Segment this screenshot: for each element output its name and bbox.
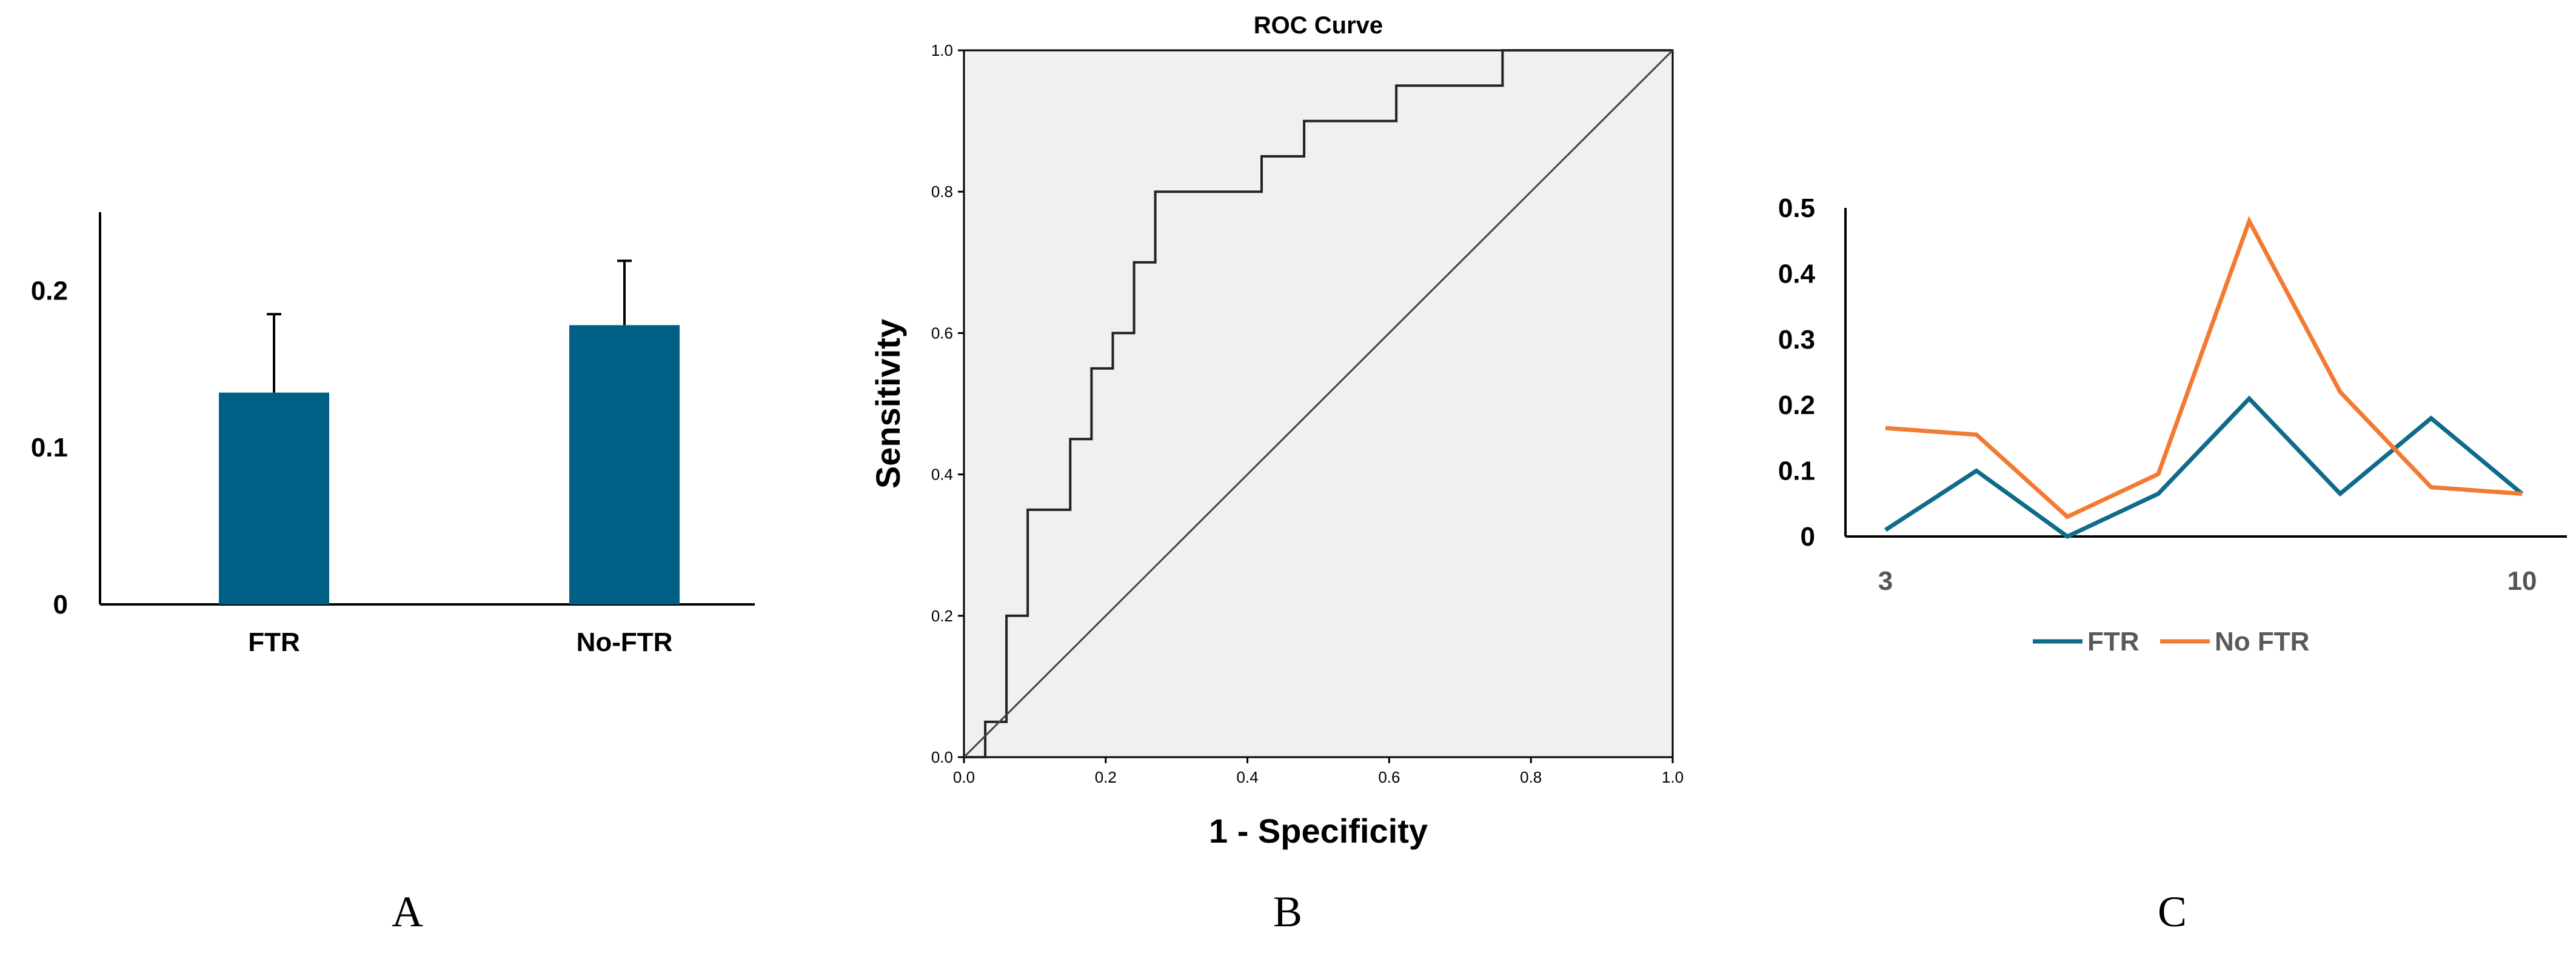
y-tick-label: 0.5 bbox=[1778, 193, 1815, 223]
panel-b-letter: B bbox=[1273, 887, 1302, 936]
roc-curve bbox=[964, 49, 1673, 758]
series-line-0 bbox=[1884, 395, 2524, 540]
y-tick-label: 0.2 bbox=[931, 607, 953, 625]
y-tick-label: 0.6 bbox=[931, 324, 953, 342]
series-line-1 bbox=[1885, 216, 2523, 520]
y-tick-label: 0 bbox=[1801, 522, 1815, 552]
x-tick-label: 0.6 bbox=[1378, 768, 1400, 786]
panel-c-line-chart: 0 0.1 0.2 0.3 0.4 0.5 3 10 FTR No FTR bbox=[1778, 193, 2567, 657]
y-tick-label: 1.0 bbox=[931, 41, 953, 59]
x-axis-label: 1 - Specificity bbox=[1209, 812, 1428, 850]
x-tick-label: FTR bbox=[248, 627, 300, 657]
y-tick-label: 0.1 bbox=[1778, 456, 1815, 486]
y-tick-label: 0.2 bbox=[1778, 390, 1815, 420]
panel-b-roc-chart: 0.0 0.2 0.4 0.6 0.8 1.0 0.0 0.2 0.4 0.6 0.8 1.0 ROC … bbox=[869, 12, 1684, 850]
y-tick-label: 0.0 bbox=[931, 748, 953, 766]
bar bbox=[219, 392, 329, 604]
legend-label: FTR bbox=[2087, 627, 2139, 657]
y-tick-label: 0.2 bbox=[31, 276, 68, 306]
panel-c-letter: C bbox=[2158, 887, 2187, 936]
x-tick-label: No-FTR bbox=[577, 627, 673, 657]
y-tick-label: 0.3 bbox=[1778, 325, 1815, 355]
y-tick-label: 0 bbox=[53, 590, 68, 620]
x-tick-label: 0.2 bbox=[1095, 768, 1117, 786]
panel-a-bar-chart: 0 0.1 0.2 FTR No-FTR bbox=[31, 212, 755, 657]
chart-title: ROC Curve bbox=[1254, 12, 1383, 39]
legend-label: No FTR bbox=[2215, 627, 2309, 657]
x-tick-label: 0.8 bbox=[1520, 768, 1542, 786]
x-tick-label: 1.0 bbox=[1662, 768, 1684, 786]
reference-diagonal bbox=[963, 49, 1674, 758]
y-tick-label: 0.4 bbox=[931, 466, 953, 484]
y-tick-label: 0.1 bbox=[31, 433, 68, 463]
x-tick-label: 0.0 bbox=[953, 768, 975, 786]
y-tick-label: 0.8 bbox=[931, 182, 953, 201]
x-tick-label: 10 bbox=[2507, 566, 2537, 596]
y-axis-label: Sensitivity bbox=[869, 319, 907, 489]
x-tick-label: 0.4 bbox=[1237, 768, 1259, 786]
x-tick-label: 3 bbox=[1878, 566, 1893, 596]
y-tick-label: 0.4 bbox=[1778, 259, 1816, 289]
bar bbox=[569, 325, 680, 604]
panel-a-letter: A bbox=[392, 887, 423, 936]
